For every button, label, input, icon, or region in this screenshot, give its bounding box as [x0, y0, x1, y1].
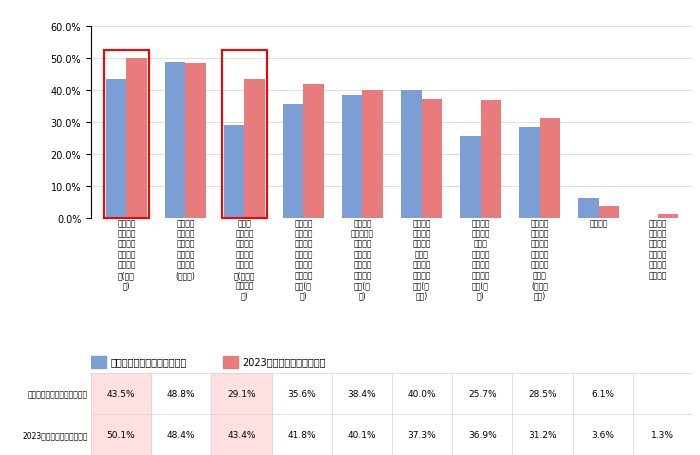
Text: 38.4%: 38.4% — [348, 389, 376, 398]
Text: 28.5%: 28.5% — [528, 389, 556, 398]
Bar — [540, 119, 560, 218]
Text: 現在、自
覚してい
る・意識
している
内面と変
わらない: 現在、自 覚してい る・意識 している 内面と変 わらない — [648, 218, 667, 279]
Bar — [460, 136, 480, 218]
Bar — [421, 100, 442, 218]
Bar — [342, 96, 363, 218]
Text: 1.3%: 1.3% — [652, 430, 674, 439]
Bar — [519, 127, 540, 218]
Bar — [363, 91, 383, 218]
Text: 29.1%: 29.1% — [228, 389, 256, 398]
Bar — [106, 80, 127, 218]
Bar — [598, 207, 620, 218]
Text: 36.9%: 36.9% — [468, 430, 497, 439]
Text: 37.3%: 37.3% — [407, 430, 437, 439]
Text: 43.5%: 43.5% — [107, 389, 135, 398]
Text: 自分で考
えて選択
や行動を
して芯を
持ってい
る(自立
心): 自分で考 えて選択 や行動を して芯を 持ってい る(自立 心) — [117, 218, 136, 290]
Text: 物事、状
況、相手
に応じ
て、適切
な対応と
行動がで
きる(柔
軟): 物事、状 況、相手 に応じ て、適切 な対応と 行動がで きる(柔 軟) — [471, 218, 490, 300]
Text: おごるこ
となく、控
えめで慎
んだ態度
で接する
ことがで
きる(謙
虚): おごるこ となく、控 えめで慎 んだ態度 で接する ことがで きる(謙 虚) — [351, 218, 374, 300]
Text: 特にない: 特にない — [589, 218, 608, 228]
Text: 感情を素
直に表せ
る、アド
バイスも
素直に受
け入れら
れる(素
直): 感情を素 直に表せ る、アド バイスも 素直に受 け入れら れる(素 直) — [294, 218, 313, 300]
Text: 3.6%: 3.6% — [592, 430, 614, 439]
Bar — [244, 80, 265, 218]
Bar — [127, 59, 147, 218]
Bar — [91, 356, 106, 368]
Bar — [223, 356, 239, 368]
Text: 48.4%: 48.4% — [167, 430, 195, 439]
Bar — [224, 126, 244, 218]
Text: 25.7%: 25.7% — [468, 389, 496, 398]
Bar — [657, 214, 678, 218]
Text: 50.1%: 50.1% — [106, 430, 136, 439]
Text: 意識・自覚している「内面」: 意識・自覚している「内面」 — [111, 357, 187, 367]
Text: 35.6%: 35.6% — [287, 389, 316, 398]
Bar — [86, 385, 89, 402]
Text: 2023年になりたい「内面」: 2023年になりたい「内面」 — [22, 430, 88, 439]
Text: 40.1%: 40.1% — [348, 430, 376, 439]
Bar — [164, 63, 186, 218]
Bar — [86, 426, 89, 443]
Text: 物事に慧
命に向き
合い、責
任や義
務を最後
まで全う
する(真
面目): 物事に慧 命に向き 合い、責 任や義 務を最後 まで全う する(真 面目) — [412, 218, 430, 300]
Text: 43.4%: 43.4% — [228, 430, 256, 439]
Text: 31.2%: 31.2% — [528, 430, 556, 439]
Text: 誰に対し
ても思い
やる気持
ち、行動
ができる
(優しさ): 誰に対し ても思い やる気持 ち、行動 ができる (優しさ) — [176, 218, 195, 279]
Text: 2023年になりたい「内面」: 2023年になりたい「内面」 — [243, 357, 326, 367]
Text: 6.1%: 6.1% — [592, 389, 614, 398]
Text: 意識・自覚している「内面」: 意識・自覚している「内面」 — [28, 389, 88, 398]
Text: 48.8%: 48.8% — [167, 389, 195, 398]
Bar — [578, 199, 598, 218]
Bar — [401, 91, 421, 218]
Text: 40.0%: 40.0% — [408, 389, 436, 398]
Text: 笑顔が
多く、物
事を前向
きに捉え
行動でき
る(明るく
ポジティ
ブ): 笑顔が 多く、物 事を前向 きに捉え 行動でき る(明るく ポジティ ブ) — [234, 218, 256, 300]
Bar — [186, 64, 206, 218]
Text: 41.8%: 41.8% — [288, 430, 316, 439]
Bar — [283, 105, 304, 218]
Bar — [91, 373, 151, 455]
Bar — [304, 85, 324, 218]
Bar — [211, 373, 272, 455]
Bar — [480, 101, 501, 218]
Text: 知らない
物事に対
して、探
求し積極
的に行動
できる
(好奇心
旺盛): 知らない 物事に対 して、探 求し積極 的に行動 できる (好奇心 旺盛) — [531, 218, 549, 300]
